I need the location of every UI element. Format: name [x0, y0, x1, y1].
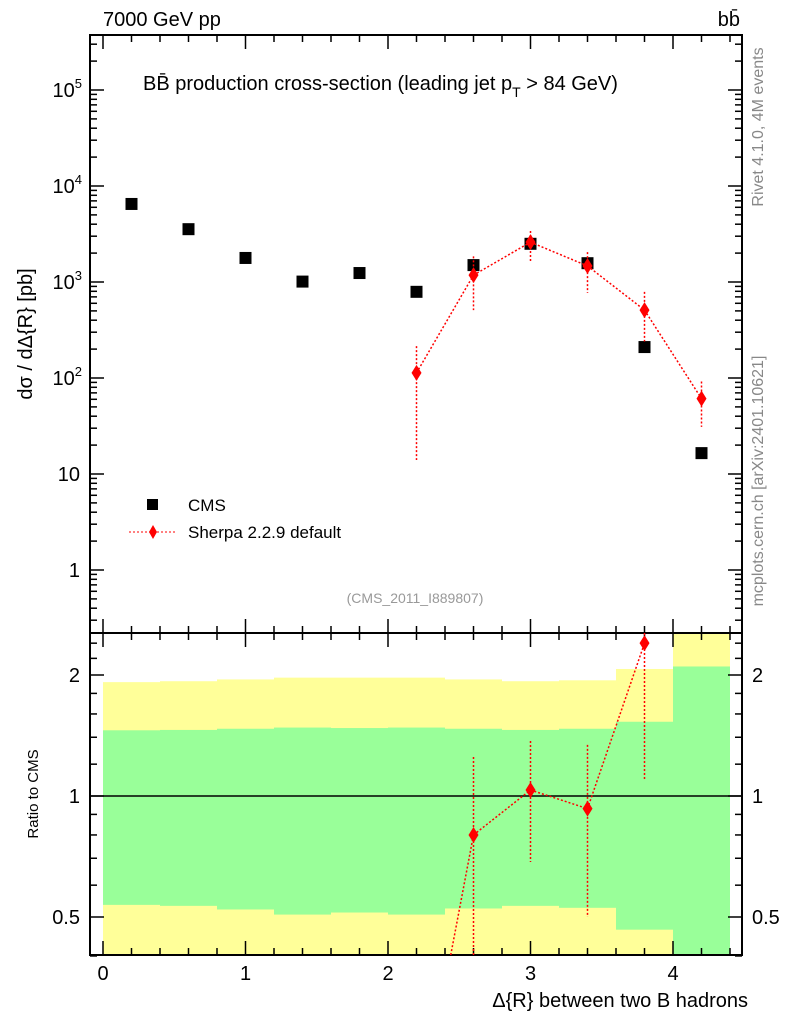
cms-data-point	[239, 251, 252, 264]
analysis-id: (CMS_2011_I889807)	[347, 590, 484, 606]
ratio-y-tick-label-right: 1	[752, 786, 763, 808]
sherpa-ratio-line-segment	[449, 834, 475, 956]
sherpa-data-point	[411, 364, 422, 381]
cms-data-point	[296, 275, 309, 288]
y-tick-base: 10	[53, 80, 75, 102]
x-axis-label: Δ{R} between two B hadrons	[492, 990, 748, 1012]
ratio-y-tick-label-left: 0.5	[52, 907, 80, 929]
sherpa-data-point	[639, 302, 650, 319]
y-tick-label: 103	[53, 268, 82, 294]
sherpa-data-point	[525, 234, 536, 251]
energy-label: 7000 GeV pp	[103, 9, 221, 31]
green-band-bin	[103, 730, 160, 905]
green-band-bin	[160, 729, 217, 906]
chart-title-end: > 84 GeV)	[521, 73, 618, 95]
cms-data-point	[125, 197, 138, 210]
cms-data-point	[353, 267, 366, 280]
x-tick-label: 1	[240, 963, 251, 985]
cms-data-point	[638, 341, 651, 354]
ratio-y-tick-label-left: 1	[69, 786, 80, 808]
y-tick-exponent: 3	[75, 268, 82, 283]
y-tick-exponent: 5	[75, 76, 82, 91]
chart-title-sub: T	[512, 84, 521, 100]
data-marks	[125, 197, 708, 956]
main-plot-frame	[89, 34, 743, 634]
y-tick-base: 1	[69, 560, 80, 582]
cms-data-point	[695, 447, 708, 460]
cms-data-point	[410, 285, 423, 298]
legend-sherpa-marker	[149, 525, 157, 539]
sherpa-data-point	[582, 257, 593, 274]
process-label: bb̄	[718, 8, 740, 31]
sherpa-ratio-line-segment	[530, 789, 588, 810]
y-axis-label: dσ / dΔ{R} [pb]	[15, 268, 37, 399]
ratio-y-tick-label-right: 2	[752, 665, 763, 687]
sherpa-data-point	[468, 267, 479, 284]
y-tick-label: 10	[58, 464, 80, 486]
legend-cms-label: CMS	[188, 496, 226, 515]
sherpa-data-point	[696, 390, 707, 407]
y-tick-base: 10	[53, 272, 75, 294]
mcplots-label: mcplots.cern.ch [arXiv:2401.10621]	[750, 356, 767, 607]
y-tick-base: 10	[53, 176, 75, 198]
green-band-bin	[274, 727, 331, 915]
sherpa-series	[411, 230, 707, 460]
y-tick-label: 1	[69, 560, 80, 582]
sherpa-line-segment	[587, 265, 645, 311]
y-tick-base: 10	[53, 368, 75, 390]
legend-cms-marker	[147, 499, 158, 510]
y-tick-base: 10	[58, 464, 80, 486]
ratio-uncertainty-bands	[103, 633, 730, 955]
x-tick-label: 4	[667, 963, 678, 985]
y-tick-label: 102	[53, 364, 82, 390]
ratio-y-axis-label: Ratio to CMS	[25, 749, 42, 838]
sherpa-ratio-data-point	[639, 635, 650, 652]
sherpa-line-segment	[415, 274, 475, 374]
cms-data-point	[182, 223, 195, 236]
sherpa-ratio-line-segment	[473, 789, 531, 836]
legend-sherpa-label: Sherpa 2.2.9 default	[188, 523, 341, 542]
ratio-y-tick-label-right: 0.5	[752, 907, 780, 929]
sherpa-line-segment	[643, 309, 703, 400]
y-tick-label: 105	[53, 76, 82, 102]
green-band-bin	[217, 728, 274, 910]
y-tick-exponent: 4	[75, 172, 82, 187]
x-tick-label: 0	[97, 963, 108, 985]
x-tick-label: 2	[382, 963, 393, 985]
chart-title: BB̄ production cross-section (leading je…	[143, 72, 618, 100]
x-tick-label: 3	[525, 963, 536, 985]
sherpa-ratio-data-point	[525, 781, 536, 798]
chart-title-main: BB̄ production cross-section (leading je…	[143, 72, 512, 95]
sherpa-line-segment	[530, 241, 588, 267]
rivet-version-label: Rivet 4.1.0, 4M events	[750, 47, 767, 206]
green-band-bin	[388, 727, 445, 915]
legend: CMS Sherpa 2.2.9 default	[129, 496, 341, 542]
green-band-bin	[616, 721, 673, 930]
sherpa-ratio-data-point	[582, 800, 593, 817]
y-tick-exponent: 2	[75, 364, 82, 379]
y-tick-label: 104	[53, 172, 82, 198]
sherpa-ratio-line-segment	[586, 642, 646, 809]
ratio-y-tick-label-left: 2	[69, 665, 80, 687]
green-band-bin	[673, 666, 730, 955]
sherpa-ratio-series	[449, 633, 650, 956]
sherpa-line-segment	[473, 241, 531, 276]
sherpa-ratio-data-point	[468, 826, 479, 843]
green-band-bin	[331, 728, 388, 913]
